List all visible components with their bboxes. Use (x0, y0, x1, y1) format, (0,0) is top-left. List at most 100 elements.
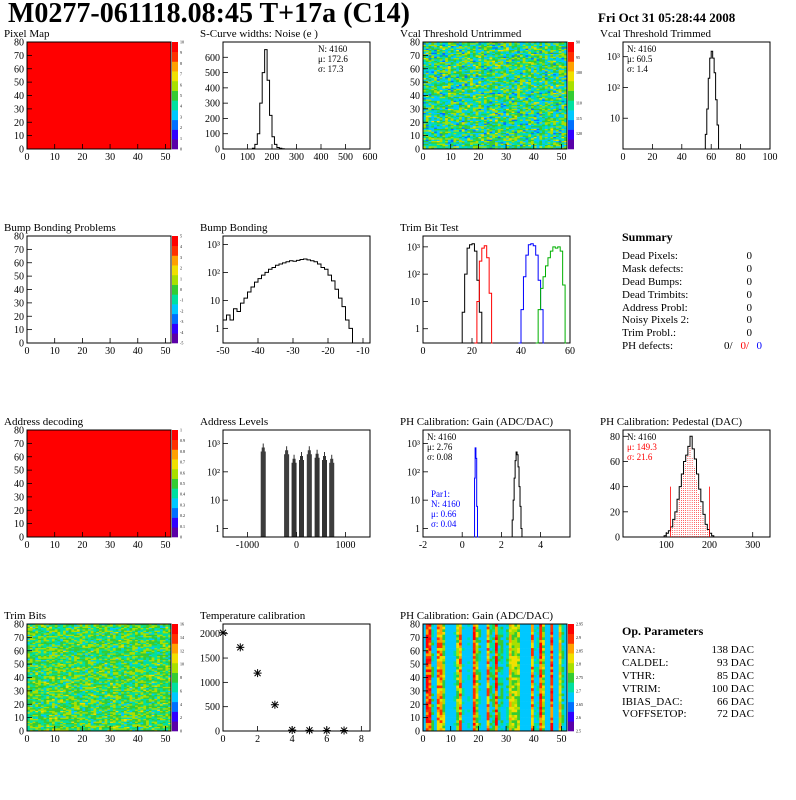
x-tick-label: 0 (25, 346, 30, 357)
palette-swatch (172, 488, 178, 498)
palette-swatch (172, 285, 178, 295)
plot-frame (223, 430, 370, 537)
y-tick-label: 50 (14, 272, 24, 283)
summary-label: Address Probl: (622, 302, 708, 315)
summary-value: 0 (708, 314, 752, 327)
heatmap-cell-block (27, 430, 171, 537)
y-tick-label: 1 (215, 324, 220, 335)
y-tick-label: 300 (205, 99, 220, 110)
stats-entry: μ: 149.3 (627, 442, 657, 452)
palette-swatch (172, 42, 178, 52)
y-tick-label: 40 (610, 482, 620, 493)
palette-tick-label: -5 (180, 341, 183, 346)
stats-entry: μ: 2.76 (427, 442, 453, 452)
x-tick-label: 300 (289, 152, 304, 163)
plot-frame (423, 236, 570, 343)
y-tick-label: 10³ (207, 439, 220, 450)
palette-swatch (172, 449, 178, 459)
summary-label: Dead Trimbits: (622, 289, 708, 302)
x-tick-label: 0 (621, 152, 626, 163)
x-tick-label: 0 (460, 540, 465, 551)
y-tick-label: 40 (14, 285, 24, 296)
summary-row: Address Probl:0 (622, 302, 762, 315)
page-title: M0277-061118.08:45 T+17a (C14) (8, 0, 410, 30)
palette-swatch (172, 71, 178, 81)
y-tick-label: 10² (207, 268, 220, 279)
palette-tick-label: -2 (180, 308, 183, 313)
palette-swatch (568, 91, 574, 101)
stats-entry: N: 4160 (427, 432, 457, 442)
y-tick-label: 10 (14, 519, 24, 530)
x-tick-label: 60 (565, 346, 575, 357)
x-tick-label: 30 (501, 152, 511, 163)
y-tick-label: 0 (215, 145, 220, 156)
x-tick-label: 50 (160, 540, 170, 551)
y-tick-label: 0 (615, 533, 620, 544)
x-tick-label: 0 (25, 152, 30, 163)
palette-swatch (172, 440, 178, 450)
y-tick-label: 400 (205, 83, 220, 94)
palette-tick-label: 8 (180, 61, 182, 66)
histogram-line (223, 259, 354, 343)
stats-entry: N: 4160 (627, 44, 657, 54)
palette-swatch (172, 61, 178, 71)
x-tick-label: 4 (538, 540, 543, 551)
x-tick-label: 50 (556, 152, 566, 163)
histogram-line (536, 247, 566, 343)
ph-defects-black: 0/ (701, 340, 732, 353)
palette-swatch (172, 324, 178, 334)
chart-title: S-Curve widths: Noise (e ) (200, 28, 318, 40)
x-tick-label: 20 (647, 152, 657, 163)
chart-title: Address Levels (200, 416, 268, 428)
x-tick-label: 50 (160, 346, 170, 357)
palette-tick-label: 9 (180, 50, 182, 55)
stats-entry: μ: 172.6 (318, 54, 348, 64)
y-tick-label: 30 (14, 492, 24, 503)
chart-title: Vcal Threshold Untrimmed (400, 28, 521, 40)
palette-swatch (568, 110, 574, 120)
y-tick-label: 10 (210, 496, 220, 507)
x-tick-label: 2 (499, 540, 504, 551)
y-tick-label: 10² (407, 270, 420, 281)
palette-swatch (172, 81, 178, 91)
date-stamp: Fri Oct 31 05:28:44 2008 (598, 10, 735, 26)
stats-entry: N: 4160 (627, 432, 657, 442)
palette-tick-label: 1 (180, 276, 182, 281)
x-tick-label: 400 (314, 152, 329, 163)
y-tick-label: 80 (610, 432, 620, 443)
summary-row: Dead Bumps:0 (622, 276, 762, 289)
palette-swatch (172, 52, 178, 62)
stats-entry: σ: 1.4 (627, 64, 648, 74)
palette-tick-label: 0.4 (180, 492, 185, 497)
y-tick-label: 10² (607, 83, 620, 94)
ph-defects-blue: 0 (749, 340, 762, 353)
summary-value: 0 (708, 250, 752, 263)
x-tick-label: 0 (294, 540, 299, 551)
palette-swatch (568, 130, 574, 140)
stats-entry: σ: 17.3 (318, 64, 344, 74)
x-tick-label: 20 (77, 152, 87, 163)
histogram-line (664, 436, 715, 537)
summary-value: 0 (708, 302, 752, 315)
x-tick-label: 0 (421, 152, 426, 163)
x-tick-label: -20 (321, 346, 334, 357)
chart-title: PH Calibration: Gain (ADC/DAC) (400, 416, 553, 428)
histogram-line (474, 448, 479, 537)
summary-label: Noisy Pixels 2: (622, 314, 708, 327)
x-tick-label: -1000 (236, 540, 259, 551)
x-tick-label: -40 (251, 346, 264, 357)
palette-tick-label: 2 (180, 266, 182, 271)
x-tick-label: -10 (356, 346, 369, 357)
y-tick-label: 60 (610, 457, 620, 468)
x-tick-label: 10 (50, 540, 60, 551)
y-tick-label: 20 (610, 507, 620, 518)
palette-tick-label: 0.3 (180, 502, 185, 507)
palette-tick-label: 3 (180, 114, 182, 119)
summary-heading: Summary (622, 230, 762, 245)
y-tick-label: 0 (415, 145, 420, 156)
